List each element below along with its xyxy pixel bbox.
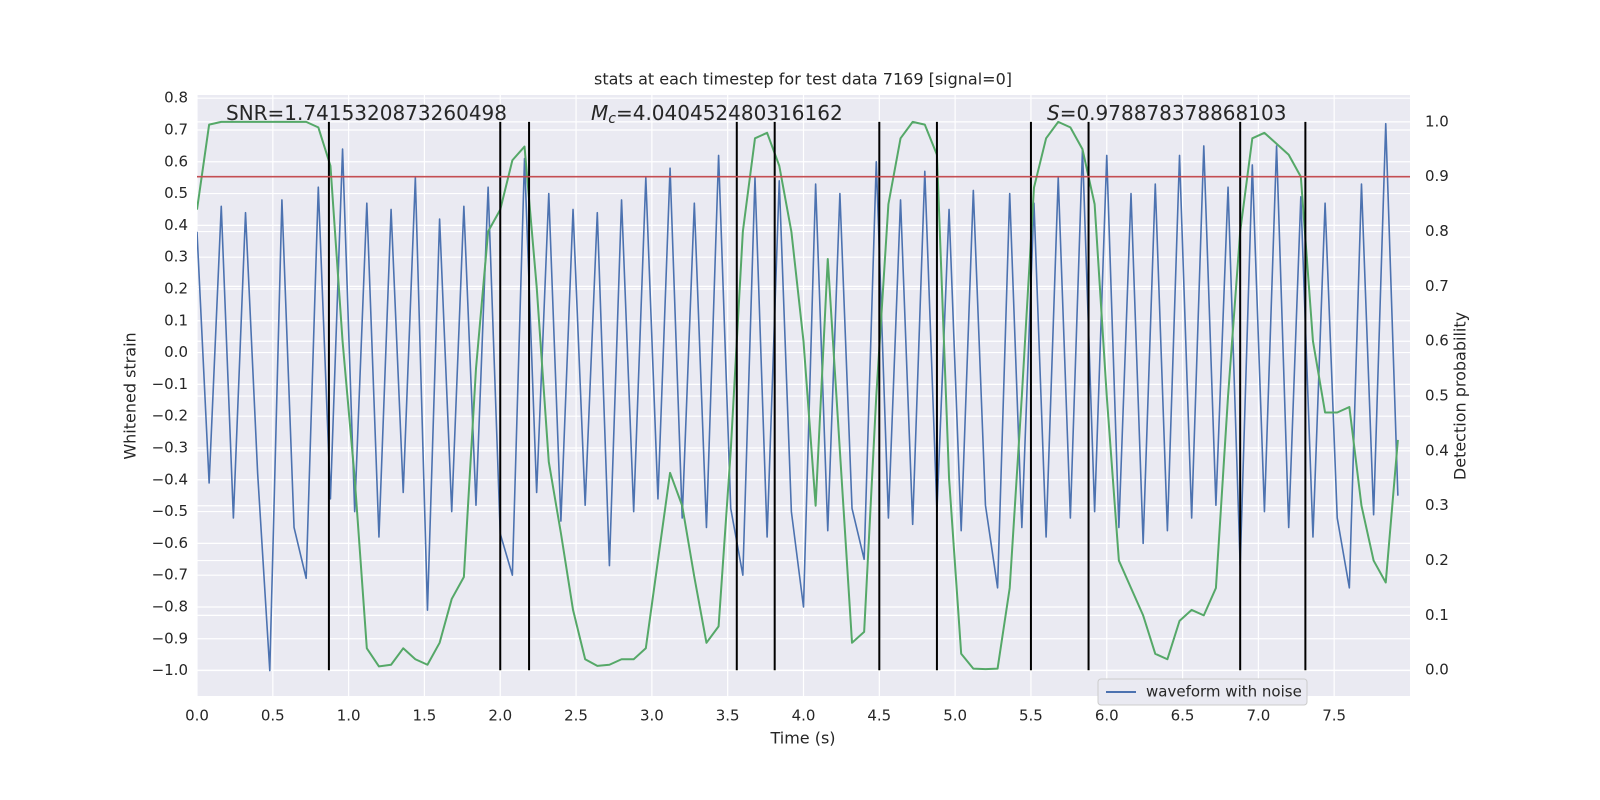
y-tick-label: −0.2 bbox=[152, 407, 188, 425]
y-tick-label: −1.0 bbox=[152, 661, 188, 679]
annotation-text: =0.978878378868103 bbox=[1060, 101, 1287, 125]
x-tick-label: 0.5 bbox=[261, 707, 285, 725]
y-tick-label: 0.2 bbox=[164, 279, 188, 297]
y-tick-label: −0.3 bbox=[152, 438, 188, 456]
y-tick-label: 0.4 bbox=[164, 216, 188, 234]
legend-box bbox=[1097, 678, 1308, 706]
x-tick-label: 1.0 bbox=[337, 707, 361, 725]
y-tick-label: −0.9 bbox=[152, 629, 188, 647]
x-tick-label: 5.5 bbox=[1019, 707, 1043, 725]
y2-tick-label: 0.3 bbox=[1425, 496, 1449, 514]
x-tick-label: 2.0 bbox=[488, 707, 512, 725]
x-tick-label: 7.5 bbox=[1322, 707, 1346, 725]
y2-tick-label: 0.7 bbox=[1425, 277, 1449, 295]
x-tick-label: 7.0 bbox=[1246, 707, 1270, 725]
series-line bbox=[197, 120, 1399, 671]
series-line bbox=[197, 122, 1399, 672]
legend: waveform with noise bbox=[1097, 678, 1308, 706]
annotation: SNR=1.7415320873260498 bbox=[226, 101, 507, 125]
x-tick-label: 1.5 bbox=[413, 707, 437, 725]
x-tick-label: 0.0 bbox=[185, 707, 209, 725]
x-tick-label: 4.0 bbox=[792, 707, 816, 725]
x-tick-label: 6.5 bbox=[1171, 707, 1195, 725]
annotation-subscript: c bbox=[608, 111, 616, 127]
y-tick-label: −0.1 bbox=[152, 375, 188, 393]
y-tick-label: −0.5 bbox=[152, 502, 188, 520]
y-tick-label: 0.5 bbox=[164, 184, 188, 202]
x-tick-label: 5.0 bbox=[943, 707, 967, 725]
y2-tick-label: 1.0 bbox=[1425, 112, 1449, 130]
annotation: S=0.978878378868103 bbox=[1047, 101, 1286, 125]
y-tick-label: 0.1 bbox=[164, 311, 188, 329]
x-tick-label: 6.0 bbox=[1095, 707, 1119, 725]
x-tick-label: 3.0 bbox=[640, 707, 664, 725]
y2-tick-label: 0.5 bbox=[1425, 387, 1449, 405]
y-tick-label: 0.7 bbox=[164, 120, 188, 138]
y-tick-label: −0.7 bbox=[152, 566, 188, 584]
y-tick-label: −0.4 bbox=[152, 470, 188, 488]
y-axis-label: Whitened strain bbox=[121, 332, 140, 459]
y2-axis-label: Detection probability bbox=[1451, 312, 1470, 480]
x-tick-label: 4.5 bbox=[867, 707, 891, 725]
y2-tick-label: 0.2 bbox=[1425, 551, 1449, 569]
y2-tick-label: 0.9 bbox=[1425, 167, 1449, 185]
y-tick-label: −0.8 bbox=[152, 597, 188, 615]
x-axis-label: Time (s) bbox=[769, 729, 835, 748]
y2-tick-label: 0.1 bbox=[1425, 606, 1449, 624]
chart-title: stats at each timestep for test data 716… bbox=[594, 70, 1012, 89]
legend-label: waveform with noise bbox=[1146, 683, 1302, 701]
x-tick-label: 2.5 bbox=[564, 707, 588, 725]
annotation-text: =4.040452480316162 bbox=[616, 101, 843, 125]
y-tick-label: 0.6 bbox=[164, 152, 188, 170]
y2-tick-label: 0.6 bbox=[1425, 332, 1449, 350]
y2-tick-label: 0.0 bbox=[1425, 661, 1449, 679]
y-tick-label: 0.3 bbox=[164, 248, 188, 266]
annotation-text: SNR=1.7415320873260498 bbox=[226, 101, 507, 125]
annotation-symbol: S bbox=[1047, 101, 1060, 125]
y2-tick-label: 0.4 bbox=[1425, 441, 1449, 459]
y-tick-label: 0.8 bbox=[164, 89, 188, 107]
annotation-symbol: M bbox=[591, 101, 608, 125]
annotation: Mc=4.040452480316162 bbox=[591, 101, 843, 128]
y2-tick-label: 0.8 bbox=[1425, 222, 1449, 240]
y-tick-label: 0.0 bbox=[164, 343, 188, 361]
y-tick-label: −0.6 bbox=[152, 534, 188, 552]
x-tick-label: 3.5 bbox=[716, 707, 740, 725]
